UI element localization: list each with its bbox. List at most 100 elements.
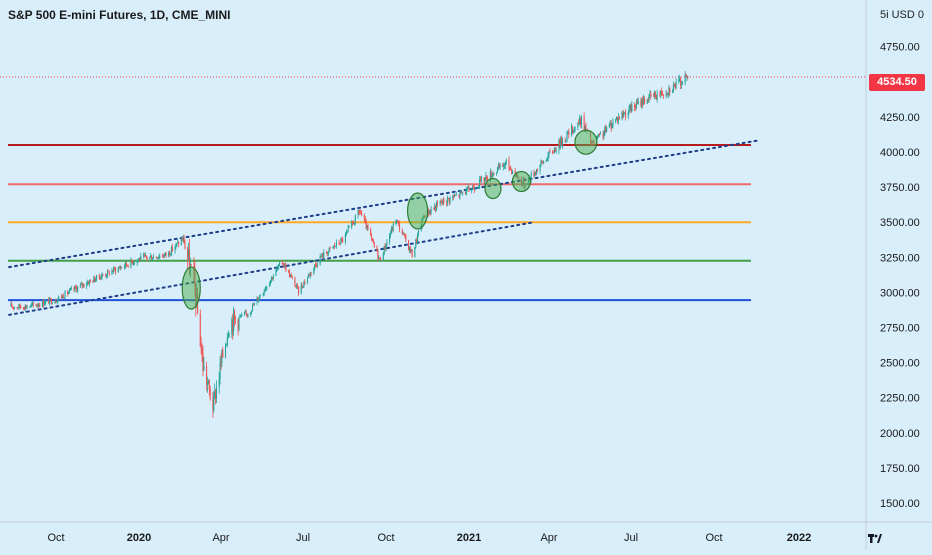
candle-body [492,173,494,177]
candle-body [346,231,348,233]
candle-body [131,259,133,263]
candle-body [150,255,152,257]
candle-body [98,274,100,278]
candle-body [650,93,652,97]
candle-body [649,93,651,95]
candle-body [503,166,505,167]
candle-body [568,132,570,135]
candle-body [207,380,209,384]
candle-body [497,165,499,169]
candle-body [535,172,537,175]
candle-body [390,228,392,234]
candle-body [10,304,12,307]
candle-body [541,161,543,162]
candle-body [113,267,115,272]
candle-body [295,286,297,288]
candle-body [81,283,83,287]
candle-body [176,243,178,244]
candle-body [634,104,636,108]
trendline-1[interactable] [8,139,758,269]
candle-body [117,267,119,273]
candle-body [138,258,140,260]
candle-body [137,259,139,261]
candle-body [61,295,63,298]
tradingview-logo-icon[interactable] [868,532,882,544]
candle-body [140,255,142,261]
candle-body [653,92,656,97]
candle-body [306,277,309,283]
candle-body [396,220,398,222]
candle-body [680,78,682,85]
candle-body [572,132,574,134]
candle-body [478,185,480,188]
candle-body [486,175,488,181]
candle-body [624,112,626,114]
candle-body [315,264,318,266]
candle-body [654,92,656,98]
trendline-2[interactable] [8,221,535,316]
candle-body [144,255,146,257]
candle-body [164,252,166,255]
candle-body [391,228,393,231]
candle-body [430,208,432,214]
highlight-ellipse-1[interactable] [181,266,201,310]
candle-body [498,165,500,168]
candle-body [354,215,356,223]
price-axis-ticks: 4750.00 4250.00 4000.00 3750.00 3500.00 3250.… [880,42,920,510]
highlight-ellipse-2[interactable] [406,192,429,230]
candle-body [642,99,644,105]
candle-body [226,337,228,345]
candle-body [86,284,88,287]
candle-body [359,211,361,213]
candle-body [446,197,448,204]
candle-body [610,123,612,129]
candle-body [372,239,374,244]
candle-body [30,304,32,307]
candle-body [146,257,148,259]
x-tick-label: Jul [624,532,638,544]
candle-body [95,279,97,282]
candle-body [530,172,532,181]
candle-body [491,176,493,178]
candle-body [533,172,535,176]
candle-body [25,305,27,308]
candle-body [347,228,349,232]
candle-body [365,220,367,229]
candle-body [471,189,473,192]
highlight-ellipse-5[interactable] [574,129,598,155]
candle-body [222,349,224,357]
candle-body [51,303,53,305]
candle-body [605,126,607,132]
highlight-ellipse-4[interactable] [511,170,532,193]
candle-body [32,303,34,305]
candle-body [577,122,579,128]
candle-body [392,223,394,231]
candle-body [87,282,90,285]
y-tick-label: 1500.00 [880,498,920,510]
candle-body [602,133,604,137]
candle-body [542,161,544,163]
candle-body [263,290,265,293]
candle-body [454,194,456,197]
horizontal-levels [8,143,751,302]
candle-body [322,253,324,258]
candle-body [361,213,363,216]
candle-body [474,188,476,190]
candle-body [661,90,663,95]
candle-body [155,256,157,258]
candle-body [49,298,51,304]
candle-body [656,93,658,100]
candle-body [466,187,468,189]
candle-body [567,132,569,133]
candle-body [409,246,411,253]
candle-body [265,287,267,290]
currency-label[interactable]: 5i USD 0 [880,9,925,21]
candle-body [63,297,65,299]
candle-body [627,112,629,117]
highlight-ellipse-3[interactable] [484,177,502,200]
candle-body [334,246,337,248]
y-tick-label: 3250.00 [880,252,920,264]
candle-body [666,93,668,95]
